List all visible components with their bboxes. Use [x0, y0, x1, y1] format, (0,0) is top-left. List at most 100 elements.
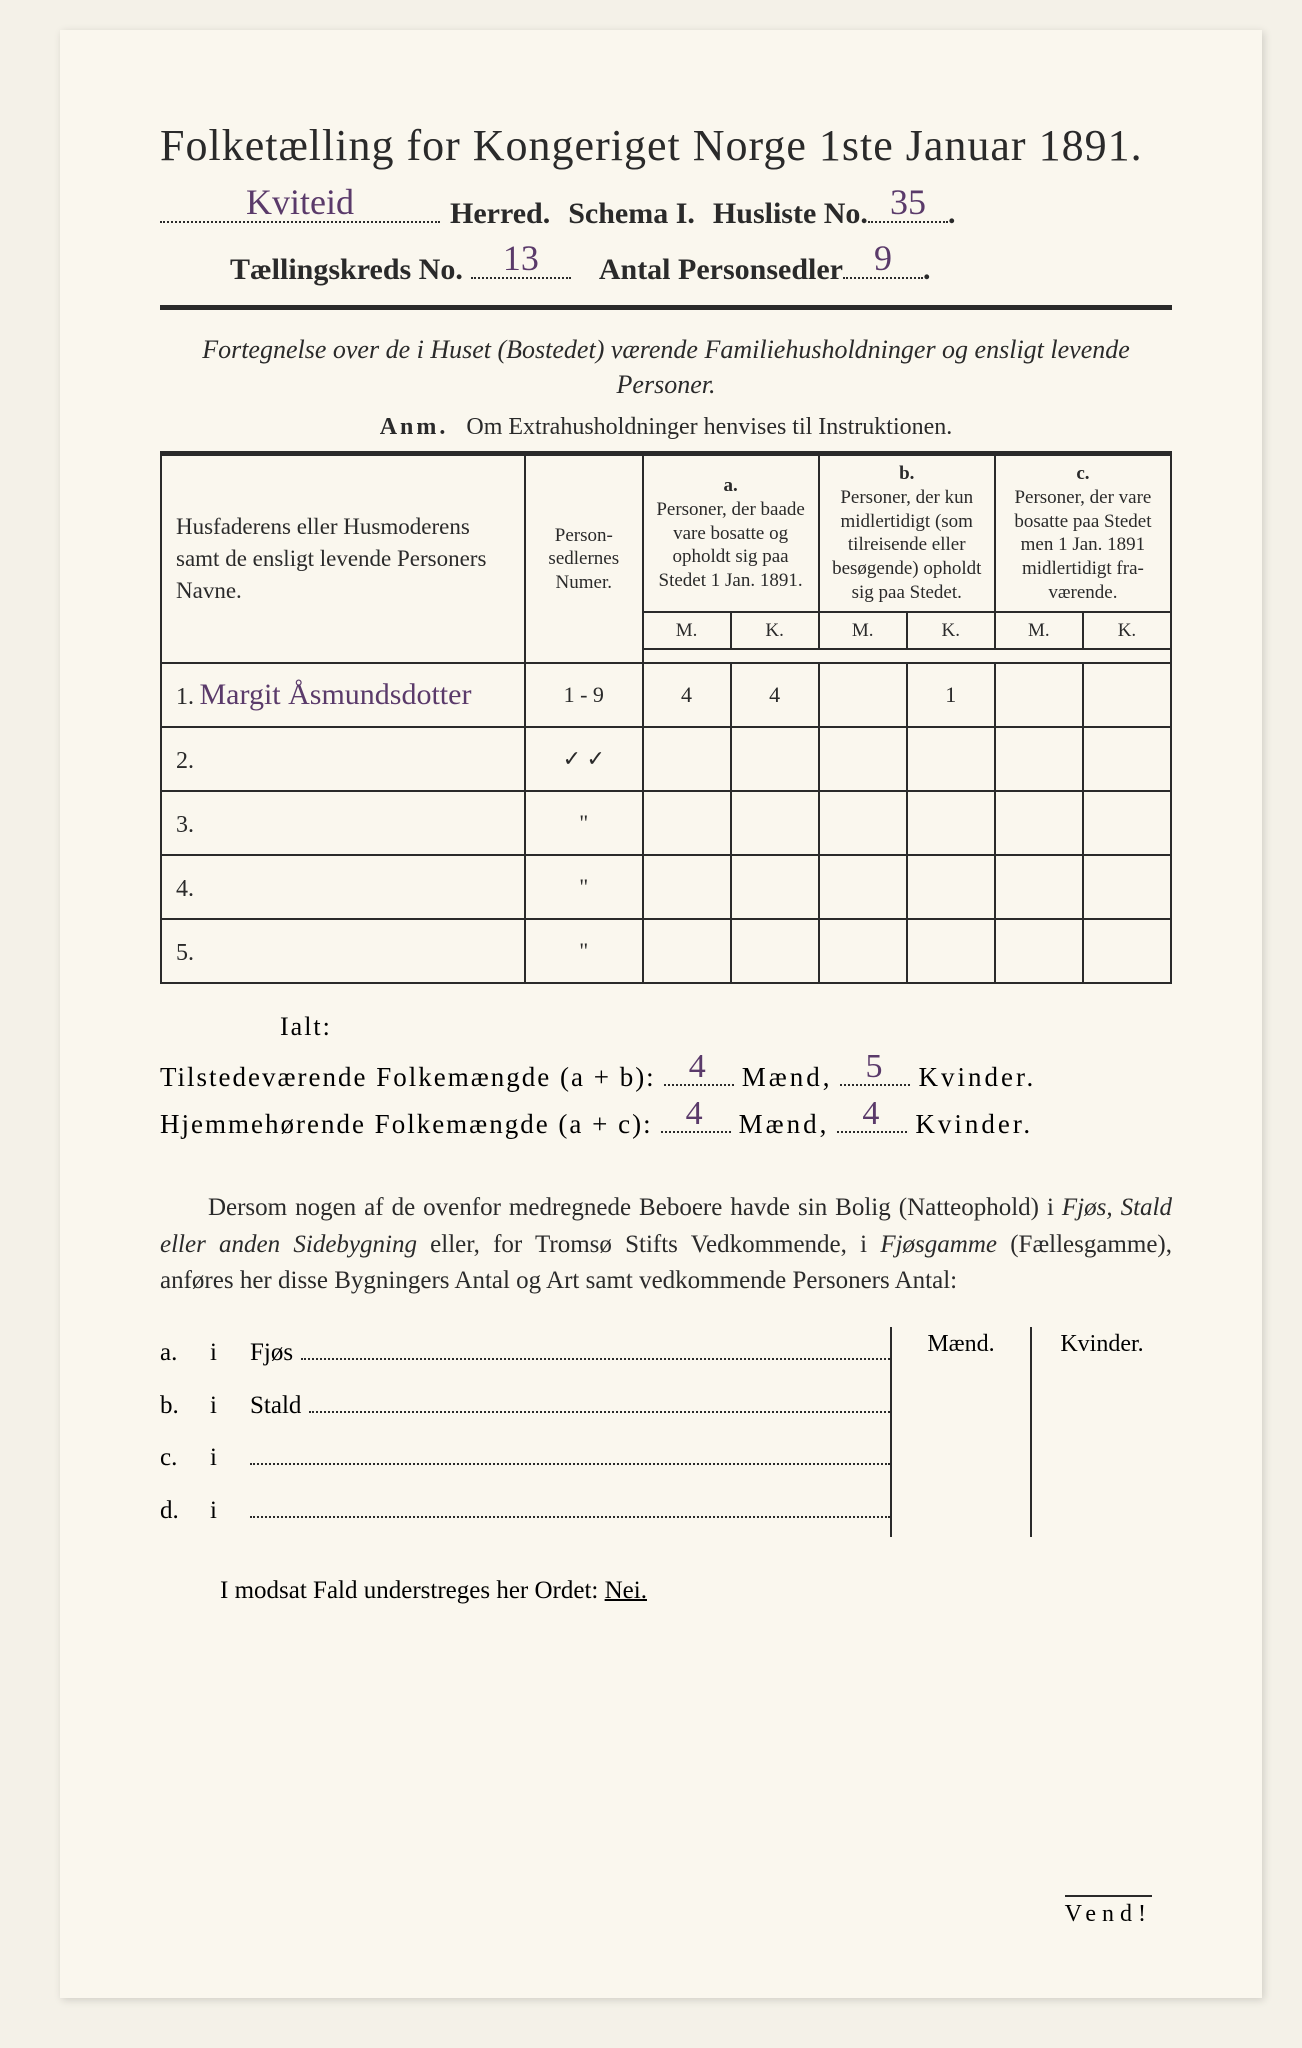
- anm-line: Anm. Om Extrahusholdninger henvises til …: [160, 414, 1172, 441]
- header-line-2: Tællingskreds No. 13 Antal Personsedler …: [160, 245, 1172, 287]
- building-row: a.iFjøs: [160, 1327, 890, 1380]
- antal-field: 9: [843, 245, 923, 279]
- building-box: a.iFjøsb.iStaldc.id.i Mænd. Kvinder.: [160, 1327, 1172, 1537]
- row-bk: [907, 791, 995, 855]
- row-bm: [819, 727, 907, 791]
- kvinder-label2: Kvinder.: [915, 1109, 1033, 1140]
- col-a-k: K.: [731, 612, 819, 650]
- census-form-page: Folketælling for Kongeriget Norge 1ste J…: [60, 30, 1262, 1998]
- herred-label: Herred.: [450, 197, 550, 231]
- building-counts: Mænd. Kvinder.: [890, 1327, 1172, 1537]
- building-row: b.iStald: [160, 1380, 890, 1433]
- row-name-cell: 4.: [161, 855, 525, 919]
- divider: [160, 305, 1172, 310]
- maend-label2: Mænd,: [739, 1109, 830, 1140]
- building-list: a.iFjøsb.iStaldc.id.i: [160, 1327, 890, 1537]
- anm-text: Om Extrahusholdninger henvises til Instr…: [466, 414, 952, 440]
- col-b-k: K.: [907, 612, 995, 650]
- row-num-cell: ✓ ✓: [525, 727, 642, 791]
- totals2-m: 4: [686, 1095, 706, 1133]
- totals2-label: Hjemmehørende Folkemængde (a + c):: [160, 1109, 653, 1140]
- row-ck: [1083, 663, 1171, 727]
- row-ak: [731, 791, 819, 855]
- maend-col: Mænd.: [892, 1327, 1032, 1537]
- row-cm: [995, 663, 1083, 727]
- row-ck: [1083, 791, 1171, 855]
- row-num-cell: 1 - 9: [525, 663, 642, 727]
- col-b: b. Personer, der kun midler­tidigt (som …: [819, 454, 995, 612]
- kvinder-col: Kvinder.: [1032, 1327, 1172, 1537]
- totals-line-2: Hjemmehørende Folkemængde (a + c): 4 Mæn…: [160, 1103, 1172, 1140]
- row-name-cell: 1. Margit Åsmundsdotter: [161, 663, 525, 727]
- schema-label: Schema I.: [568, 197, 695, 231]
- vend-label: Vend!: [1065, 1895, 1152, 1928]
- col-a-m: M.: [643, 612, 731, 650]
- census-table: Husfaderens eller Husmode­rens samt de e…: [160, 451, 1172, 984]
- row-num-cell: ": [525, 919, 642, 983]
- row-ck: [1083, 855, 1171, 919]
- kvinder-label: Kvinder.: [918, 1062, 1036, 1093]
- row-num-cell: ": [525, 855, 642, 919]
- row-am: [643, 727, 731, 791]
- nei-word: Nei.: [605, 1577, 647, 1604]
- col-num: Person­sedler­nes Numer.: [525, 454, 642, 664]
- row-bm: [819, 919, 907, 983]
- row-cm: [995, 855, 1083, 919]
- totals1-k: 5: [865, 1048, 885, 1086]
- row-bk: 1: [907, 663, 995, 727]
- row-ak: [731, 919, 819, 983]
- kreds-value: 13: [503, 237, 539, 279]
- row-bk: [907, 855, 995, 919]
- table-row: 5. ": [161, 919, 1171, 983]
- paragraph: Dersom nogen af de ovenfor medregnede Be…: [160, 1190, 1172, 1299]
- row-bm: [819, 855, 907, 919]
- row-ak: [731, 855, 819, 919]
- row-bk: [907, 727, 995, 791]
- col-c-m: M.: [995, 612, 1083, 650]
- row-cm: [995, 919, 1083, 983]
- col-names: Husfaderens eller Husmode­rens samt de e…: [161, 454, 525, 664]
- maend-label: Mænd,: [742, 1062, 833, 1093]
- antal-label: Antal Personsedler: [599, 253, 843, 287]
- row-ck: [1083, 919, 1171, 983]
- table-row: 2. ✓ ✓: [161, 727, 1171, 791]
- totals1-m: 4: [689, 1048, 709, 1086]
- row-name-cell: 5.: [161, 919, 525, 983]
- row-bm: [819, 791, 907, 855]
- building-row: d.i: [160, 1485, 890, 1538]
- row-num-cell: ": [525, 791, 642, 855]
- nei-pre: I modsat Fald understreges her Ordet:: [220, 1577, 605, 1604]
- row-am: [643, 855, 731, 919]
- totals1-k-field: 5: [840, 1056, 910, 1086]
- row-cm: [995, 791, 1083, 855]
- totals1-m-field: 4: [664, 1056, 734, 1086]
- table-row: 4. ": [161, 855, 1171, 919]
- row-ak: 4: [731, 663, 819, 727]
- husliste-label: Husliste No.: [713, 197, 868, 231]
- building-row: c.i: [160, 1432, 890, 1485]
- antal-value: 9: [874, 237, 892, 279]
- kreds-label: Tællingskreds No.: [230, 253, 463, 287]
- totals2-m-field: 4: [661, 1103, 731, 1133]
- col-a: a. Personer, der baade vare bo­satte og …: [643, 454, 819, 612]
- header-line-1: Kviteid Herred. Schema I. Husliste No. 3…: [160, 189, 1172, 231]
- herred-value: Kviteid: [246, 181, 354, 223]
- anm-label: Anm.: [380, 414, 449, 440]
- row-bm: [819, 663, 907, 727]
- row-ck: [1083, 727, 1171, 791]
- row-am: [643, 791, 731, 855]
- totals2-k: 4: [862, 1095, 882, 1133]
- intro-text: Fortegnelse over de i Huset (Bostedet) v…: [160, 332, 1172, 402]
- page-title: Folketælling for Kongeriget Norge 1ste J…: [160, 120, 1172, 171]
- table-row: 1. Margit Åsmundsdotter1 - 9441: [161, 663, 1171, 727]
- col-b-m: M.: [819, 612, 907, 650]
- totals2-k-field: 4: [837, 1103, 907, 1133]
- row-ak: [731, 727, 819, 791]
- nei-line: I modsat Fald understreges her Ordet: Ne…: [220, 1577, 1172, 1605]
- col-c: c. Personer, der vare bosatte paa Stedet…: [995, 454, 1171, 612]
- row-cm: [995, 727, 1083, 791]
- husliste-field: 35: [868, 189, 948, 223]
- table-row: 3. ": [161, 791, 1171, 855]
- totals-line-1: Tilstedeværende Folkemængde (a + b): 4 M…: [160, 1056, 1172, 1093]
- row-name-cell: 3.: [161, 791, 525, 855]
